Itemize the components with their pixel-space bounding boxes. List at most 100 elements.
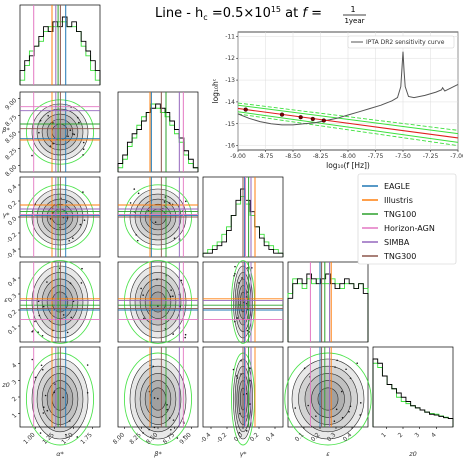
sample-point: [307, 404, 309, 407]
sample-point: [133, 188, 136, 190]
panel-3-1: [117, 260, 199, 344]
legend-box: [357, 173, 457, 265]
sample-point: [239, 412, 241, 415]
prior-contour: [123, 352, 193, 446]
ytick-label: 0.1: [7, 324, 19, 336]
sample-point: [143, 317, 145, 320]
sample-point: [137, 192, 140, 195]
data-point: [321, 118, 326, 123]
sample-point: [184, 336, 186, 339]
panel-frame: [117, 91, 199, 173]
prior-contour: [123, 260, 193, 344]
sample-point: [172, 333, 174, 335]
sample-point: [46, 281, 48, 283]
ytick-label: -0.2: [5, 231, 18, 244]
sample-point: [340, 390, 343, 393]
sample-point: [173, 237, 176, 239]
sample-point: [42, 412, 45, 414]
prior-contour: [284, 352, 372, 446]
sample-point: [166, 403, 168, 406]
sample-point: [38, 314, 41, 317]
legend-label-TNG300: TNG300: [383, 252, 416, 261]
xtick-label: 0.2: [249, 431, 261, 443]
sample-point: [172, 295, 174, 298]
inset-ytick-label: -13: [225, 77, 235, 84]
panel-frame: [117, 261, 199, 343]
sample-point: [249, 403, 251, 405]
marginal-prior-z0: [372, 362, 454, 427]
sample-point: [233, 274, 235, 277]
sample-point: [234, 272, 236, 275]
sensitivity-curve: [237, 51, 459, 126]
sample-point: [234, 320, 236, 323]
inset-xtick-label: -8.50: [285, 153, 301, 160]
sample-point: [163, 201, 166, 203]
inset-xtick-label: -7.50: [395, 153, 411, 160]
panel-2-2: [202, 176, 284, 258]
inset-ylabel: log₁₀hᶜ: [211, 78, 220, 103]
xaxis-label: ε: [326, 450, 330, 458]
inset-ytick-label: -15: [225, 121, 235, 128]
sample-point: [49, 217, 52, 220]
ytick-label: 0.2: [7, 199, 19, 211]
sample-point: [42, 305, 45, 308]
sample-point: [65, 433, 67, 436]
legend-label-TNG100: TNG100: [383, 210, 416, 219]
inset-xtick-label: -8.00: [340, 153, 356, 160]
yaxis-label: z0: [1, 381, 10, 389]
sample-point: [140, 287, 142, 290]
sample-point: [83, 219, 86, 222]
band-lower: [237, 111, 459, 143]
sample-point: [336, 359, 338, 362]
xaxis-label: z0: [408, 450, 417, 458]
sample-point: [42, 406, 45, 409]
sample-point: [52, 329, 54, 332]
sample-point: [62, 314, 65, 316]
inset-plot: -9.00 -8.75 -8.50 -8.25 -8.00 -7.75 -7.50 -7.25…: [211, 31, 463, 170]
inset-xtick-label: -7.25: [423, 153, 439, 160]
sample-point: [142, 294, 144, 296]
ytick-label: 0.0: [7, 215, 19, 227]
sample-point: [240, 373, 242, 375]
sample-point: [62, 396, 64, 399]
sample-point: [245, 430, 248, 432]
sample-point: [333, 420, 336, 422]
inset-ytick-label: -12: [225, 55, 235, 62]
sample-point: [154, 221, 157, 224]
sample-point: [86, 364, 89, 366]
panel-0-0: [19, 4, 101, 86]
sample-point: [234, 265, 236, 268]
sample-point: [46, 409, 49, 412]
xtick-label: 2: [397, 431, 405, 439]
data-point: [243, 107, 248, 112]
sample-point: [142, 432, 144, 434]
sample-point: [76, 436, 79, 438]
legend-label-EAGLE: EAGLE: [384, 182, 410, 191]
sample-point: [39, 119, 42, 122]
data-point: [279, 112, 285, 117]
density: [123, 352, 193, 446]
sample-point: [168, 202, 171, 204]
xtick-label: 0.4: [342, 431, 354, 443]
xtick-label: 3: [413, 431, 421, 439]
sample-point: [80, 282, 83, 284]
sample-point: [82, 148, 85, 151]
sample-point: [152, 365, 154, 368]
ytick-label: 0.3: [7, 292, 19, 304]
sample-point: [37, 331, 39, 333]
band-outer-upper: [237, 102, 459, 131]
sample-point: [232, 368, 235, 371]
panel-2-0: [19, 176, 101, 258]
sample-point: [49, 145, 52, 147]
inset-legend-box: [347, 35, 455, 49]
xaxis-label: γ*: [239, 450, 247, 458]
sample-point: [68, 420, 71, 422]
sample-point: [40, 364, 43, 367]
corner-plot: 1.00 1.25 1.50 1.75α*8.00 8.25 8.50 8.75 9.00β*…: [1, 4, 454, 458]
inset-xtick-label: -9.00: [230, 153, 246, 160]
inset-ytick-label: -11: [225, 33, 235, 40]
marginal-posterior-z0: [372, 358, 454, 427]
sample-point: [78, 121, 80, 124]
xtick-label: 0.1: [294, 431, 306, 443]
